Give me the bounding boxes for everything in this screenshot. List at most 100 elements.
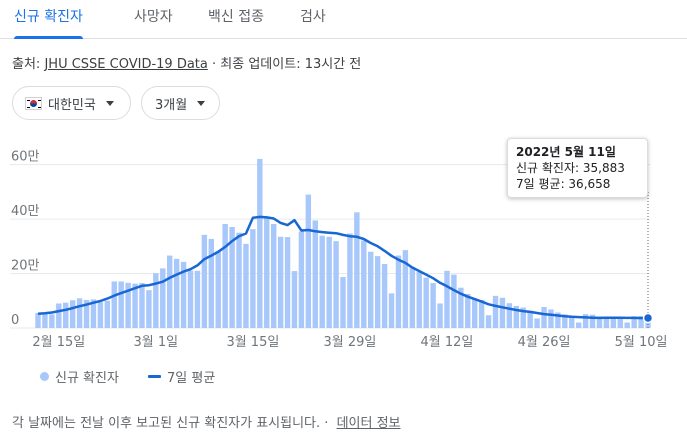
bar [83,299,90,328]
last-updated: 최종 업데이트: 13시간 전 [220,57,362,72]
bar [562,314,568,328]
bar [42,313,48,328]
bar [368,251,374,328]
bar [423,277,429,328]
bar [229,226,235,328]
bar [575,322,582,328]
y-tick-label: 60만 [11,150,40,165]
bar [277,236,284,328]
region-dropdown[interactable]: 대한민국 [12,86,131,120]
bar [35,313,41,328]
chevron-down-icon [197,100,206,106]
cases-chart[interactable]: 0 20만 40만 60만 2월 15일 3월 1일 3월 15일 3월 29일 4월 12일 4… [0,130,687,360]
line-swatch [148,375,161,378]
tab-new-cases[interactable]: 신규 확진자 [14,0,83,39]
chart-tooltip: 2022년 5월 11일 신규 확진자: 35,883 7일 평균: 36,65… [507,138,648,198]
bar [118,281,124,328]
bar [582,314,589,328]
bar [513,305,519,328]
data-info-link[interactable]: 데이터 정보 [336,416,401,431]
footer-note: 각 날짜에는 전날 이후 보고된 신규 확진자가 표시됩니다. [12,416,321,431]
bar [76,298,83,328]
bar [596,316,603,328]
bar [603,317,610,328]
bar [638,316,644,328]
bar [153,273,159,328]
tab-vaccinations[interactable]: 백신 접종 [208,9,264,25]
tab-tests[interactable]: 검사 [300,9,326,25]
source-link[interactable]: JHU CSSE COVID-19 Data [44,57,208,72]
bar [194,270,201,328]
bar [63,302,69,328]
tab-deaths[interactable]: 사망자 [134,9,173,25]
bar [485,315,492,328]
bar [284,237,291,328]
bar [139,283,145,328]
bar [167,255,173,328]
bar [291,271,298,328]
period-dropdown[interactable]: 3개월 [141,86,220,120]
source-separator: · [212,57,217,72]
korea-flag-icon [25,96,42,110]
bar-swatch [40,372,49,381]
bar [173,258,180,328]
bar [347,233,353,328]
series-line-7day-average [37,215,649,320]
bar [180,261,187,328]
bar [326,236,332,328]
bar [208,238,214,328]
legend-7day-average-label: 7일 평균 [167,371,216,386]
bar [354,212,360,328]
bar [236,232,242,328]
bar [243,243,249,328]
bar [472,298,478,328]
region-label: 대한민국 [48,97,96,113]
bar [430,283,436,328]
bar [548,309,554,328]
bar [465,293,471,328]
bar [312,220,318,328]
bar [631,316,637,328]
y-tick-label: 40만 [11,204,40,219]
period-label: 3개월 [155,97,188,113]
bar [160,268,166,328]
x-tick-label: 4월 12일 [421,335,474,350]
bar [264,217,270,328]
bar [97,302,104,328]
x-tick-label: 5월 10일 [615,335,668,350]
bar [492,295,499,328]
bar [257,158,263,328]
x-tick-label: 2월 15일 [32,335,85,350]
legend-new-cases: 신규 확진자 [40,367,119,386]
bar [409,267,416,328]
bar [541,307,547,328]
bar [520,307,526,328]
y-tick-label: 0 [11,313,19,328]
bar [111,281,117,328]
x-tick-label: 3월 29일 [323,335,376,350]
legend-7day-average: 7일 평균 [148,367,215,386]
y-tick-label: 20만 [11,259,40,274]
bar [56,303,62,328]
bar [250,229,256,328]
source-prefix: 출처: [12,57,41,72]
bar [506,303,513,328]
bar [478,299,485,328]
bar [437,303,443,328]
bar [402,250,409,328]
x-tick-label: 4월 26일 [518,335,571,350]
bar [381,264,388,328]
bar [444,270,450,328]
footer: 각 날짜에는 전날 이후 보고된 신규 확진자가 표시됩니다. · 데이터 정보 [12,412,401,431]
tooltip-7day-average: 7일 평균: 36,658 [516,177,611,191]
bar [624,322,630,328]
bar [527,310,533,328]
bar [451,274,457,328]
source-line: 출처: JHU CSSE COVID-19 Data · 최종 업데이트: 13… [12,53,361,72]
bar [132,283,138,328]
bar [146,290,152,328]
x-tick-label: 3월 1일 [134,335,179,350]
bar [222,223,228,328]
bar [395,255,402,328]
bar [610,317,617,328]
